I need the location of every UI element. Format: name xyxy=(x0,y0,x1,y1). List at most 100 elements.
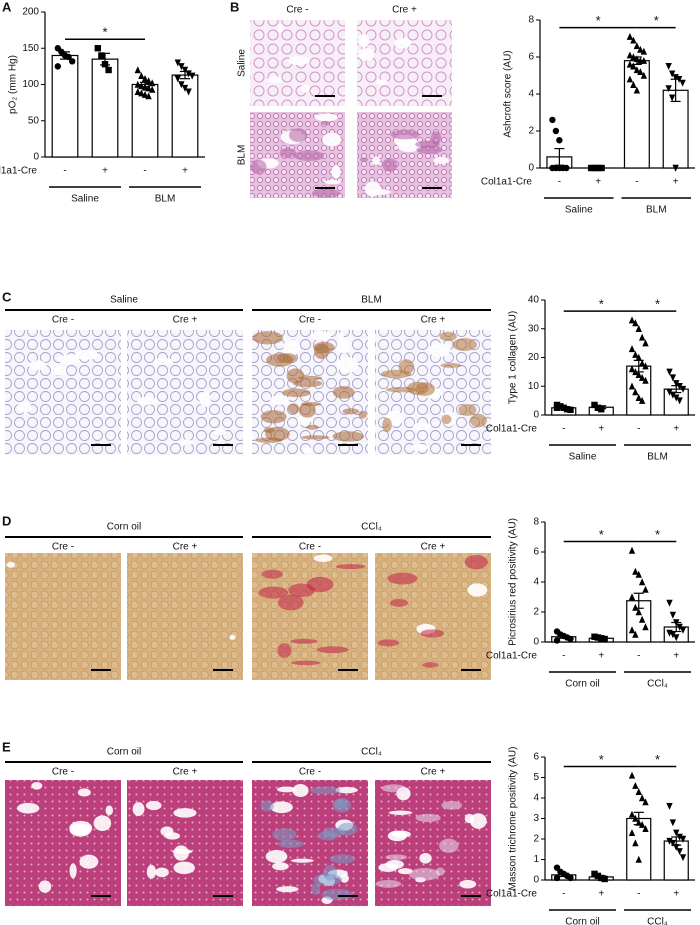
stain xyxy=(422,662,439,668)
stain xyxy=(441,414,452,425)
category-label: + xyxy=(598,651,604,662)
error-bar xyxy=(596,875,607,879)
stain xyxy=(335,564,366,570)
category-label: + xyxy=(598,424,604,435)
lumen xyxy=(17,802,40,814)
data-point xyxy=(642,339,649,347)
data-point xyxy=(632,350,639,358)
data-point xyxy=(587,164,595,172)
lumen xyxy=(291,858,314,863)
data-point xyxy=(666,388,673,396)
stain xyxy=(381,784,406,793)
column-label: Cre - xyxy=(52,315,74,326)
group-label: CCl₄ xyxy=(647,917,668,925)
error-bar xyxy=(558,872,569,878)
lumen xyxy=(229,634,236,640)
column-label: Cre - xyxy=(52,767,74,778)
category-label: - xyxy=(637,424,640,435)
lumen xyxy=(372,156,381,165)
lumen xyxy=(467,583,488,597)
group-label: Saline xyxy=(569,452,597,463)
column-label: Cre + xyxy=(173,542,198,553)
data-point xyxy=(642,825,649,832)
category-label: - xyxy=(143,166,146,177)
lumen xyxy=(340,874,349,883)
data-point xyxy=(567,874,574,882)
y-tick-label: 1 xyxy=(533,854,539,865)
data-point xyxy=(141,90,149,98)
stain xyxy=(359,157,368,162)
data-point xyxy=(669,631,677,639)
data-point xyxy=(628,593,636,601)
bar xyxy=(51,54,79,158)
y-tick-label: 6 xyxy=(533,547,539,558)
data-point xyxy=(567,406,574,414)
category-label: + xyxy=(182,166,188,177)
data-point xyxy=(679,835,687,843)
data-point xyxy=(553,874,561,882)
data-point xyxy=(669,839,677,847)
group-label: BLM xyxy=(361,295,382,306)
y-tick-label: 2 xyxy=(533,834,539,845)
data-point xyxy=(181,84,189,92)
lumen xyxy=(331,164,341,179)
data-point xyxy=(138,72,145,79)
data-point xyxy=(628,546,636,554)
lumen xyxy=(164,832,181,840)
data-point xyxy=(149,79,156,87)
data-point xyxy=(635,788,642,796)
lumen xyxy=(357,33,370,48)
data-point xyxy=(594,404,602,412)
group-label: Corn oil xyxy=(565,679,599,690)
error-bar xyxy=(180,70,190,80)
lumen xyxy=(173,861,195,875)
bar xyxy=(663,388,689,416)
data-point xyxy=(637,45,644,53)
data-point xyxy=(668,94,676,102)
y-tick-label: 0 xyxy=(533,875,539,886)
data-point xyxy=(632,814,639,822)
y-axis-label: pO₂ (mm Hg) xyxy=(8,55,19,114)
y-tick-label: 40 xyxy=(528,295,540,306)
category-label: - xyxy=(63,166,66,177)
category-label: + xyxy=(673,424,679,435)
data-point xyxy=(178,81,185,89)
significance-label: * xyxy=(655,752,660,767)
stain xyxy=(263,427,275,433)
significance-label: * xyxy=(599,752,604,767)
y-tick-label: 6 xyxy=(528,52,534,63)
stain xyxy=(415,813,441,823)
data-point xyxy=(149,85,156,93)
micrograph xyxy=(127,553,243,680)
lumen xyxy=(388,810,413,815)
error-bar xyxy=(633,359,644,373)
data-point xyxy=(185,70,192,78)
data-point xyxy=(141,75,149,82)
category-label: - xyxy=(635,177,638,188)
category-row-label: Col1a1-Cre xyxy=(0,166,37,177)
data-point xyxy=(673,394,680,402)
data-point xyxy=(679,854,687,862)
panel-letter: D xyxy=(2,513,11,528)
panel-letter: E xyxy=(2,739,11,754)
data-point xyxy=(635,855,642,863)
group-label: CCl₄ xyxy=(647,679,668,690)
lumen xyxy=(179,439,193,446)
data-point xyxy=(632,388,639,396)
lumen xyxy=(385,859,404,869)
y-tick-label: 4 xyxy=(533,793,539,804)
micrograph xyxy=(5,330,121,455)
significance-label: * xyxy=(655,297,660,312)
y-tick-label: 50 xyxy=(28,115,40,126)
significance-label: * xyxy=(599,297,604,312)
column-label: Cre - xyxy=(299,542,321,553)
significance-label: * xyxy=(654,13,659,28)
data-point xyxy=(676,397,683,405)
y-tick-label: 0 xyxy=(533,410,539,421)
data-point xyxy=(549,116,556,124)
bar xyxy=(91,58,119,158)
y-tick-label: 5 xyxy=(533,772,539,783)
lumen xyxy=(283,339,301,356)
category-label: + xyxy=(673,651,679,662)
